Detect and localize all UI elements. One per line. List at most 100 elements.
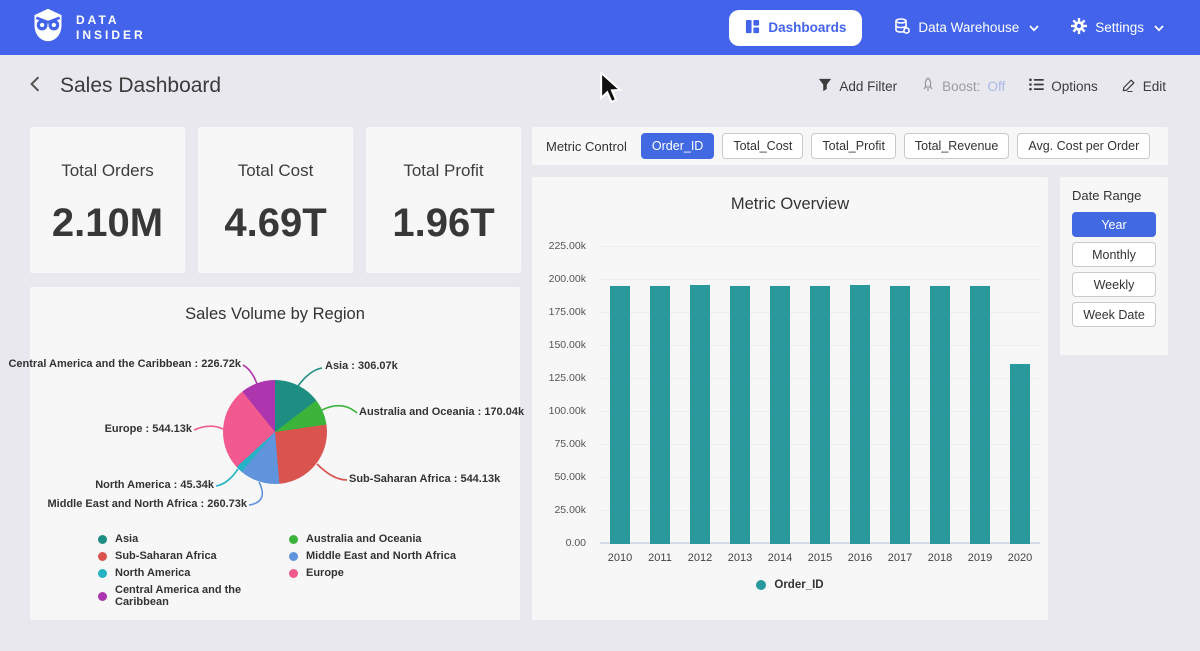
legend-dot: [98, 551, 107, 561]
pie-legend: Asia Sub-Saharan Africa North America Ce…: [98, 533, 456, 608]
kpi-label: Total Orders: [61, 161, 154, 180]
boost-label: Boost:: [942, 78, 981, 94]
nav-dashboards-label: Dashboards: [768, 20, 847, 35]
add-filter-button[interactable]: Add Filter: [818, 78, 897, 95]
date-range-week-date-button[interactable]: Week Date: [1072, 302, 1156, 327]
bar-slot: [760, 247, 800, 544]
y-tick-label: 175.00k: [548, 306, 586, 318]
nav-dashboards-button[interactable]: Dashboards: [729, 9, 863, 46]
bar-2014[interactable]: [770, 286, 790, 544]
bar-2019[interactable]: [970, 285, 990, 544]
bar-2012[interactable]: [690, 284, 710, 544]
date-range-weekly-button[interactable]: Weekly: [1072, 272, 1156, 297]
edit-button[interactable]: Edit: [1122, 78, 1166, 95]
legend-item-north-america: North America: [98, 567, 289, 579]
date-range-monthly-button[interactable]: Monthly: [1072, 242, 1156, 267]
nav-settings-menu[interactable]: Settings: [1071, 18, 1164, 37]
metric-option-total-revenue[interactable]: Total_Revenue: [903, 133, 1010, 159]
list-icon: [1029, 78, 1045, 94]
bar-chart-legend: Order_ID: [532, 579, 1048, 591]
pencil-icon: [1122, 78, 1136, 95]
x-tick-label: 2014: [767, 552, 793, 564]
bar-plot: [600, 246, 1040, 544]
legend-label: Central America and the Caribbean: [115, 584, 242, 608]
kpi-card-total-cost: Total Cost 4.69T: [198, 127, 353, 273]
pie-label-australia-oceania: Australia and Oceania : 170.04k: [359, 406, 525, 418]
date-range-panel: Date Range Year Monthly Weekly Week Date: [1060, 177, 1168, 355]
bar-2010[interactable]: [610, 285, 630, 544]
x-tick-label: 2016: [847, 552, 873, 564]
pie-leader-lines: [193, 364, 358, 506]
bar-2020[interactable]: [1010, 364, 1030, 544]
pie-label-middle-east-north-africa: Middle East and North Africa : 260.73k: [47, 498, 247, 510]
legend-item-middle-east-north-africa: Middle East and North Africa: [289, 550, 456, 562]
bar-slot: [600, 247, 640, 544]
kpi-label: Total Profit: [403, 161, 484, 180]
page-title: Sales Dashboard: [60, 74, 222, 97]
pie-label-north-america: North America : 45.34k: [95, 479, 214, 491]
bar-2011[interactable]: [650, 285, 670, 544]
boost-toggle[interactable]: Boost: Off: [921, 76, 1005, 96]
brand-logo[interactable]: DATA INSIDER: [30, 7, 146, 48]
legend-dot: [756, 580, 767, 590]
edit-label: Edit: [1142, 78, 1166, 94]
top-navbar: DATA INSIDER Dashboards: [0, 0, 1200, 55]
bar-2017[interactable]: [890, 285, 910, 544]
gridline: [600, 246, 1040, 247]
bar-yaxis: 225.00k 200.00k 175.00k 150.00k 125.00k 100.0…: [532, 240, 594, 549]
legend-item-australia-oceania: Australia and Oceania: [289, 533, 456, 545]
owl-logo-icon: [30, 7, 66, 48]
date-range-year-button[interactable]: Year: [1072, 212, 1156, 237]
legend-label: Europe: [306, 567, 344, 579]
y-tick-label: 225.00k: [548, 240, 586, 252]
pie-label-europe: Europe : 544.13k: [104, 423, 192, 435]
bar-slot: [1000, 247, 1040, 544]
pie-chart-card: Sales Volume by Region Asia : 306.07k Au…: [8, 287, 524, 620]
legend-item-asia: Asia: [98, 533, 289, 545]
bar-2015[interactable]: [810, 286, 830, 544]
bar-2018[interactable]: [930, 286, 950, 544]
pie-label-sub-saharan-africa: Sub-Saharan Africa : 544.13k: [349, 473, 501, 485]
legend-dot: [98, 534, 107, 544]
metric-option-avg-cost-per-order[interactable]: Avg. Cost per Order: [1017, 133, 1151, 159]
bar-2016[interactable]: [850, 284, 870, 544]
x-tick-label: 2011: [648, 552, 672, 564]
y-tick-label: 125.00k: [548, 372, 586, 384]
y-tick-label: 75.00k: [554, 438, 586, 450]
pie-label-central-america-caribbean: Central America and the Caribbean : 226.…: [8, 358, 241, 370]
metric-option-total-cost[interactable]: Total_Cost: [722, 133, 804, 159]
back-button[interactable]: [28, 75, 42, 98]
kpi-card-total-orders: Total Orders 2.10M: [30, 127, 185, 273]
filter-icon: [818, 78, 832, 95]
pie-circle[interactable]: [223, 380, 327, 484]
legend-label: Asia: [115, 533, 139, 545]
metric-control-bar: Metric Control Order_ID Total_Cost Total…: [532, 127, 1168, 165]
metric-option-order-id[interactable]: Order_ID: [640, 133, 715, 159]
legend-label: Middle East and North Africa: [306, 550, 456, 562]
legend-label: North America: [115, 567, 191, 579]
options-button[interactable]: Options: [1029, 78, 1098, 94]
legend-dot: [98, 568, 107, 578]
options-label: Options: [1051, 78, 1098, 94]
legend-label: Australia and Oceania: [306, 533, 422, 545]
bar-2013[interactable]: [730, 285, 750, 544]
gridline: [600, 279, 1040, 280]
legend-label: Sub-Saharan Africa: [115, 550, 217, 562]
bar-chart-title: Metric Overview: [730, 195, 850, 213]
chevron-down-icon: [1029, 20, 1039, 35]
nav-settings-label: Settings: [1095, 20, 1144, 35]
y-tick-label: 200.00k: [548, 273, 586, 285]
x-tick-label: 2015: [807, 552, 833, 564]
metric-option-total-profit[interactable]: Total_Profit: [811, 133, 896, 159]
kpi-value: 4.69T: [224, 201, 327, 245]
metric-control-label: Metric Control: [546, 138, 627, 154]
legend-item-sub-saharan-africa: Sub-Saharan Africa: [98, 550, 289, 562]
legend-dot: [98, 591, 107, 601]
x-tick-label: 2018: [927, 552, 953, 564]
bar-slot: [800, 247, 840, 544]
kpi-value: 2.10M: [51, 201, 164, 245]
chevron-down-icon: [1154, 20, 1164, 35]
bar-slot: [960, 247, 1000, 544]
rocket-icon: [921, 76, 935, 96]
nav-data-warehouse-menu[interactable]: Data Warehouse: [894, 18, 1039, 37]
